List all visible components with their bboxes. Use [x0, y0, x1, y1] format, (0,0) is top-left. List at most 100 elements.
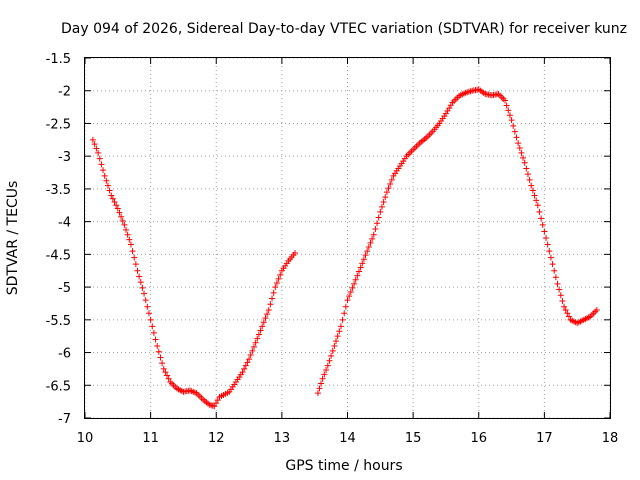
x-tick-labels: 10 11 12 13 14 15 16 17 18: [77, 431, 619, 446]
data-point: [559, 298, 566, 304]
data-point: [359, 260, 366, 267]
data-point: [508, 117, 515, 124]
data-point: [129, 248, 136, 255]
data-point: [564, 310, 571, 317]
data-point: [516, 145, 523, 151]
data-point: [374, 220, 381, 227]
data-point: [119, 217, 126, 224]
data-point: [369, 235, 376, 242]
data-point: [333, 338, 340, 345]
data-point: [383, 189, 390, 196]
y-tick-label: -7: [58, 412, 71, 427]
data-point: [375, 214, 382, 221]
data-point: [241, 365, 248, 372]
data-point: [103, 177, 110, 184]
data-point: [132, 261, 139, 268]
data-point: [593, 307, 600, 313]
x-tick-label: 14: [339, 431, 356, 446]
data-point: [141, 290, 148, 297]
data-point: [344, 297, 351, 304]
data-point: [554, 280, 561, 287]
x-tick-label: 16: [470, 431, 487, 446]
x-tick-label: 13: [274, 431, 291, 446]
data-point: [523, 165, 530, 172]
data-point: [142, 297, 149, 304]
y-tick-label: -5: [58, 281, 71, 296]
data-point: [387, 181, 394, 187]
data-point: [272, 284, 279, 291]
data-point: [549, 261, 556, 268]
x-tick-label: 10: [77, 431, 94, 446]
y-tick-label: -5.5: [46, 314, 71, 329]
data-point: [164, 372, 171, 379]
x-tick-label: 15: [405, 431, 422, 446]
data-point: [239, 369, 246, 376]
axis-ticks: [84, 57, 611, 419]
data-point: [547, 254, 554, 261]
data-point: [324, 362, 331, 369]
data-point: [528, 182, 535, 189]
data-point: [259, 323, 266, 330]
data-point: [524, 171, 531, 178]
data-point: [520, 154, 527, 161]
data-point: [255, 331, 262, 338]
data-point: [104, 182, 111, 189]
data-point: [162, 369, 169, 376]
data-point: [505, 107, 512, 114]
data-point: [134, 267, 141, 274]
data-point: [364, 248, 371, 255]
data-point: [124, 231, 131, 238]
data-point: [275, 275, 282, 282]
data-point: [382, 194, 389, 201]
data-point: [292, 250, 298, 257]
data-point: [136, 273, 143, 280]
data-point: [95, 149, 102, 156]
data-point: [346, 293, 353, 300]
data-point: [114, 205, 121, 212]
data-point: [506, 112, 513, 119]
data-point: [270, 289, 277, 296]
data-point: [561, 303, 568, 310]
data-point: [521, 159, 528, 166]
data-point: [265, 307, 272, 313]
data-point: [211, 403, 218, 410]
y-tick-label: -6: [58, 347, 71, 362]
data-point: [372, 226, 379, 232]
data-point: [98, 161, 105, 168]
data-point: [91, 141, 98, 148]
data-point: [510, 122, 517, 129]
data-point: [111, 199, 118, 205]
data-point: [502, 97, 508, 104]
data-point: [370, 231, 377, 238]
data-point: [339, 316, 346, 323]
data-point: [526, 176, 533, 183]
data-point: [165, 375, 172, 382]
data-point: [159, 360, 166, 367]
x-axis-label: GPS time / hours: [285, 458, 402, 474]
data-point: [108, 192, 115, 199]
data-point: [316, 385, 323, 392]
data-point: [334, 333, 341, 340]
series-segment-1: [89, 136, 298, 410]
data-point: [262, 315, 269, 322]
data-point: [533, 197, 540, 204]
data-point: [347, 289, 354, 295]
y-tick-label: -4: [58, 216, 71, 231]
data-point: [318, 380, 325, 387]
data-point: [252, 339, 259, 346]
y-tick-label: -1.5: [46, 52, 71, 67]
data-point: [552, 274, 559, 281]
data-point: [336, 328, 343, 335]
data-point: [531, 192, 538, 199]
data-point: [539, 221, 546, 228]
data-point: [273, 280, 280, 286]
data-point: [543, 235, 550, 241]
x-tick-label: 17: [536, 431, 553, 446]
data-point: [152, 336, 159, 343]
data-point: [538, 215, 545, 222]
data-point: [362, 252, 369, 259]
data-point: [323, 367, 330, 373]
data-point: [246, 356, 253, 363]
data-point: [145, 310, 152, 317]
data-point: [131, 254, 138, 261]
